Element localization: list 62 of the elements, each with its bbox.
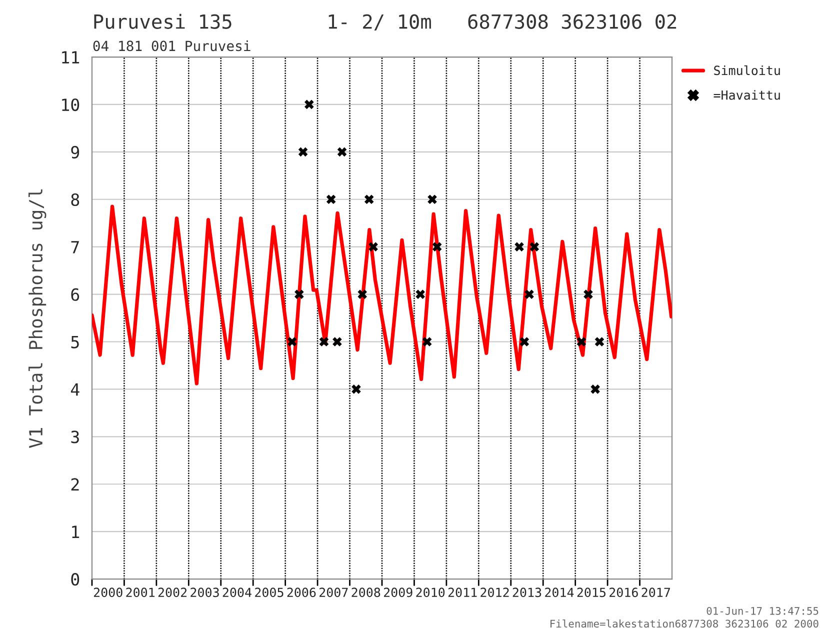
x-tick-label: 2016	[610, 588, 638, 598]
x-tick-label: 2001	[126, 588, 155, 598]
point	[352, 384, 361, 394]
point	[332, 337, 342, 346]
y-tick-label: 0	[71, 573, 80, 586]
point	[422, 337, 432, 346]
x-tick-label: 2000	[94, 588, 122, 598]
point	[298, 147, 308, 157]
point	[319, 337, 329, 346]
point	[428, 194, 437, 204]
point	[594, 337, 604, 346]
point	[590, 384, 600, 394]
x-tick-label: 2017	[642, 588, 670, 598]
x-tick-label: 2006	[287, 588, 316, 598]
point	[432, 242, 442, 252]
point	[358, 290, 367, 299]
y-tick-label: 4	[70, 383, 80, 396]
x-tick-label: 2013	[512, 588, 542, 598]
y-axis-title: V1 Total Phosphorus ug/l	[28, 189, 46, 448]
x-tick-label: 2009	[384, 588, 412, 598]
point	[530, 242, 540, 252]
y-tick-label: 11	[62, 51, 80, 64]
x-tick-label: 2010	[416, 588, 445, 598]
y-tick-label: 2	[71, 478, 79, 490]
x-tick-label: 2002	[158, 588, 187, 598]
point	[368, 242, 378, 252]
y-tick-label: 9	[71, 146, 80, 159]
x-tick-label: 2015	[577, 588, 606, 598]
y-tick-label: 3	[71, 430, 79, 444]
point	[524, 290, 534, 299]
y-tick-label: 7	[71, 241, 79, 254]
point	[576, 337, 586, 346]
x-tick-label: 2004	[222, 588, 252, 598]
y-tick-label: 6	[71, 288, 80, 301]
x-tick-label: 2008	[352, 588, 380, 598]
point	[304, 100, 314, 110]
x-tick-label: 2007	[320, 588, 348, 598]
point	[294, 290, 304, 299]
x-tick-label: 2012	[480, 588, 509, 598]
x-tick-label: 2014	[545, 588, 574, 598]
y-tick-label: 5	[71, 336, 79, 348]
x-tick-label: 2003	[190, 588, 219, 598]
legend-label: =Havaittu	[714, 90, 780, 100]
line-series	[92, 204, 672, 386]
point	[326, 194, 336, 204]
x-tick-label: 2005	[255, 588, 284, 598]
chart-title: Puruvesi 135 1- 2/ 10m 6877308 3623106 02	[94, 14, 676, 30]
chart-subtitle: 04 181 001 Puruvesi	[93, 40, 250, 52]
y-tick-label: 10	[62, 98, 80, 112]
point	[416, 290, 425, 299]
y-tick-label: 1	[72, 526, 80, 538]
point	[520, 337, 530, 346]
point	[337, 147, 347, 157]
text: Filename=lakestation6877308 3623106 02 2000	[550, 619, 818, 628]
point	[364, 194, 374, 204]
point	[514, 242, 524, 252]
point	[287, 337, 297, 346]
text: 01-Jun-17 13:47:55	[706, 606, 818, 615]
y-tick-label: 8	[71, 193, 80, 206]
point	[584, 290, 593, 299]
x-tick-label: 2011	[448, 588, 477, 598]
legend-label: Simuloitu	[714, 65, 780, 76]
